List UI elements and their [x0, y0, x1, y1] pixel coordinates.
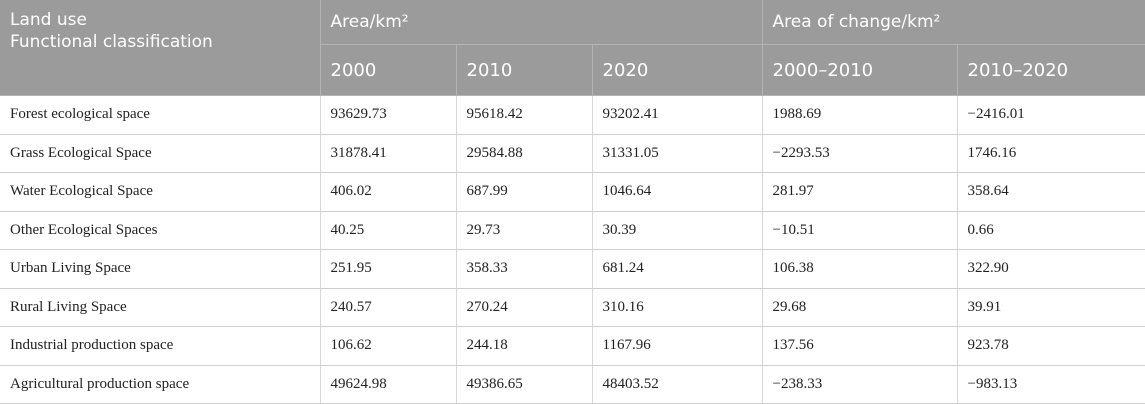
- area-2020-cell: 681.24: [592, 249, 763, 289]
- land-use-header: Land use Functional classification: [0, 0, 321, 96]
- row-name-cell: Industrial production space: [0, 326, 321, 366]
- land-use-header-line1: Land use: [10, 10, 87, 30]
- change-2000-2010-cell: 281.97: [762, 172, 958, 212]
- header-row-years: 2000 2010 2020 2000–2010 2010–2020: [0, 44, 1145, 96]
- row-name-cell: Urban Living Space: [0, 249, 321, 289]
- table-row: Forest ecological space 93629.73 95618.42 9…: [0, 95, 1145, 135]
- table-row: Other Ecological Spaces 40.25 29.73 30.39 −1…: [0, 211, 1145, 250]
- area-2000-cell: 240.57: [320, 288, 457, 327]
- area-header: Area/km²: [320, 0, 593, 45]
- table-row: Grass Ecological Space 31878.41 29584.88 31…: [0, 134, 1145, 173]
- row-name-cell: Water Ecological Space: [0, 172, 321, 212]
- change-2010-2020-cell: 0.66: [957, 211, 1145, 250]
- period-2000-2010-header: 2000–2010: [762, 44, 958, 96]
- table-row: Urban Living Space 251.95 358.33 681.24 106.…: [0, 249, 1145, 289]
- area-2020-cell: 30.39: [592, 211, 763, 250]
- area-2010-cell: 270.24: [456, 288, 593, 327]
- change-2000-2010-cell: −10.51: [762, 211, 958, 250]
- row-name-cell: Agricultural production space: [0, 365, 321, 404]
- area-2010-cell: 244.18: [456, 326, 593, 366]
- area-2010-cell: 95618.42: [456, 95, 593, 135]
- area-2020-cell: 31331.05: [592, 134, 763, 173]
- area-2020-cell: 93202.41: [592, 95, 763, 135]
- table-row: Agricultural production space 49624.98 493…: [0, 365, 1145, 404]
- change-2010-2020-cell: 358.64: [957, 172, 1145, 212]
- area-2010-cell: 29584.88: [456, 134, 593, 173]
- area-2000-cell: 49624.98: [320, 365, 457, 404]
- change-2000-2010-cell: 1988.69: [762, 95, 958, 135]
- area-2020-cell: 1046.64: [592, 172, 763, 212]
- area-2010-cell: 358.33: [456, 249, 593, 289]
- row-name-cell: Other Ecological Spaces: [0, 211, 321, 250]
- change-2010-2020-cell: 322.90: [957, 249, 1145, 289]
- area-2020-cell: 48403.52: [592, 365, 763, 404]
- area-2000-cell: 31878.41: [320, 134, 457, 173]
- change-2010-2020-cell: 1746.16: [957, 134, 1145, 173]
- table-row: Water Ecological Space 406.02 687.99 1046.6…: [0, 172, 1145, 212]
- year-2020-header: 2020: [592, 44, 763, 96]
- area-2000-cell: 106.62: [320, 326, 457, 366]
- change-2000-2010-cell: 137.56: [762, 326, 958, 366]
- table-header: Land use Functional classification Area/…: [0, 0, 1145, 96]
- change-2010-2020-cell: 39.91: [957, 288, 1145, 327]
- change-2010-2020-cell: −983.13: [957, 365, 1145, 404]
- area-2000-cell: 93629.73: [320, 95, 457, 135]
- row-name-cell: Rural Living Space: [0, 288, 321, 327]
- row-name-cell: Grass Ecological Space: [0, 134, 321, 173]
- period-2010-2020-header: 2010–2020: [957, 44, 1145, 96]
- year-2000-header: 2000: [320, 44, 457, 96]
- area-2000-cell: 40.25: [320, 211, 457, 250]
- table-row: Rural Living Space 240.57 270.24 310.16 29.6…: [0, 288, 1145, 327]
- area-2020-cell: 310.16: [592, 288, 763, 327]
- area-header-extension: [592, 0, 763, 45]
- area-2010-cell: 687.99: [456, 172, 593, 212]
- area-2010-cell: 49386.65: [456, 365, 593, 404]
- area-2010-cell: 29.73: [456, 211, 593, 250]
- change-2010-2020-cell: 923.78: [957, 326, 1145, 366]
- area-2020-cell: 1167.96: [592, 326, 763, 366]
- table-body: Forest ecological space 93629.73 95618.42 9…: [0, 95, 1145, 404]
- change-2000-2010-cell: 106.38: [762, 249, 958, 289]
- land-use-header-line2: Functional classification: [10, 32, 213, 52]
- table-row: Industrial production space 106.62 244.18 1…: [0, 326, 1145, 366]
- change-2010-2020-cell: −2416.01: [957, 95, 1145, 135]
- year-2010-header: 2010: [456, 44, 593, 96]
- area-2000-cell: 251.95: [320, 249, 457, 289]
- change-2000-2010-cell: 29.68: [762, 288, 958, 327]
- change-header: Area of change/km²: [762, 0, 1145, 45]
- row-name-cell: Forest ecological space: [0, 95, 321, 135]
- change-2000-2010-cell: −238.33: [762, 365, 958, 404]
- header-row-top: Land use Functional classification Area/…: [0, 0, 1145, 96]
- area-2000-cell: 406.02: [320, 172, 457, 212]
- change-2000-2010-cell: −2293.53: [762, 134, 958, 173]
